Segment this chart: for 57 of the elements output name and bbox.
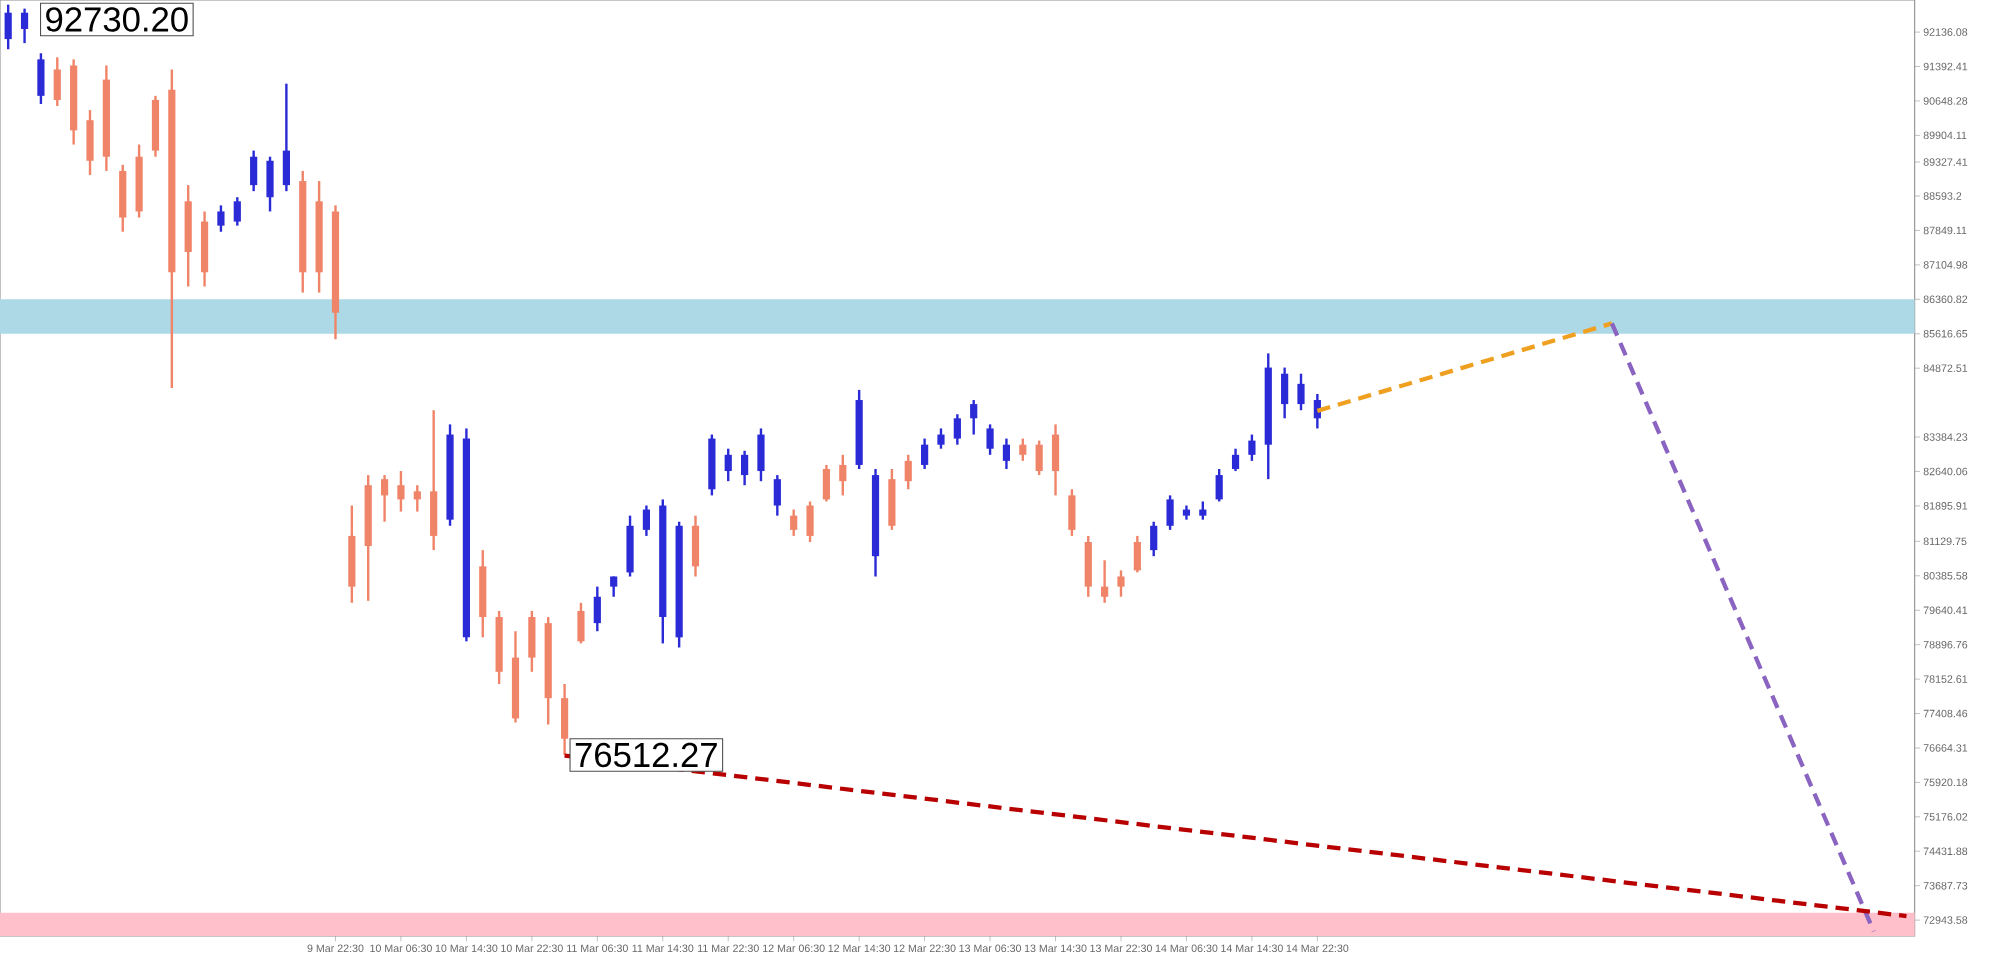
annotation: 76512.27 xyxy=(575,742,717,768)
candlestick xyxy=(1035,439,1043,477)
candlestick xyxy=(904,453,912,491)
candlestick xyxy=(413,484,421,513)
candlestick xyxy=(528,609,536,674)
candlestick xyxy=(724,447,732,483)
candlestick xyxy=(282,82,290,193)
candlestick xyxy=(888,467,896,532)
candlestick xyxy=(233,196,241,227)
candlestick xyxy=(1281,366,1289,420)
candlestick xyxy=(691,514,700,578)
candlestick xyxy=(1133,534,1141,574)
candlestick xyxy=(86,108,94,177)
candlestick xyxy=(4,3,12,51)
candlestick xyxy=(1297,372,1305,412)
candlestick xyxy=(397,469,405,513)
candlestick xyxy=(953,413,961,446)
candlestick xyxy=(1019,437,1027,463)
candlestick xyxy=(741,449,749,487)
candlestick xyxy=(560,682,569,757)
candlestick xyxy=(266,155,274,213)
candlestick xyxy=(773,473,781,517)
candlestick xyxy=(250,149,258,193)
candlestick xyxy=(921,437,929,471)
candlestick xyxy=(1101,559,1109,605)
candlestick xyxy=(610,575,618,598)
candlestick xyxy=(1051,423,1060,497)
candlestick xyxy=(593,585,601,633)
candlestick xyxy=(577,601,585,645)
candlestick xyxy=(1231,447,1240,473)
candlestick xyxy=(1150,520,1158,558)
candlestick xyxy=(1215,467,1223,503)
candlestick xyxy=(642,504,651,538)
candlestick xyxy=(1199,500,1207,521)
candlestick xyxy=(757,427,765,483)
candlestick xyxy=(1084,534,1092,598)
candlestick xyxy=(430,409,438,552)
candlestick xyxy=(626,514,634,578)
candlestick xyxy=(806,500,814,544)
candlestick xyxy=(20,7,29,45)
candlestick xyxy=(839,453,847,497)
candlestick xyxy=(822,463,831,503)
candlestick xyxy=(986,423,994,457)
candlestick xyxy=(37,52,45,106)
candlestick xyxy=(1002,437,1011,471)
candlestick xyxy=(790,508,798,538)
candlestick xyxy=(1117,569,1125,598)
candlestick xyxy=(1068,488,1076,538)
candlestick xyxy=(970,398,978,436)
candlestick xyxy=(1166,494,1174,532)
annotation: 92730.20 xyxy=(46,7,188,32)
candlestick xyxy=(1248,433,1256,463)
candlestick xyxy=(53,56,61,108)
candlestick xyxy=(380,473,389,523)
candlestick xyxy=(119,163,127,233)
candlestick xyxy=(937,427,945,450)
candlestick xyxy=(217,204,225,233)
